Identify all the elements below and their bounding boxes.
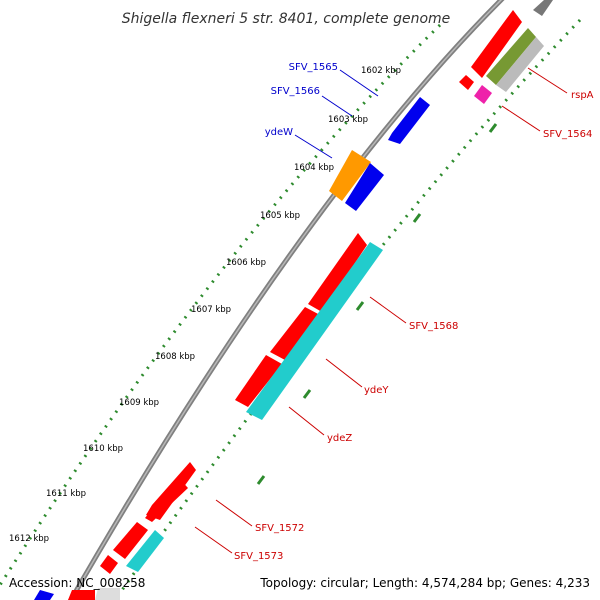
gene-label-ydez[interactable]: ydeZ	[327, 433, 352, 444]
tick-labels: 1602 kbp 1603 kbp 1604 kbp 1605 kbp 1606…	[9, 66, 401, 544]
genome-summary-text: Topology: circular; Length: 4,574,284 bp…	[259, 576, 590, 590]
gene-feature-blue[interactable]	[388, 97, 430, 144]
gene-feature-cyan[interactable]	[126, 530, 164, 572]
gene-feature-olive[interactable]	[486, 28, 536, 85]
gene-label-sfv-1565[interactable]: SFV_1565	[289, 62, 338, 73]
accession-text: Accession: NC_008258	[9, 576, 145, 590]
gene-feature-red[interactable]	[100, 555, 118, 574]
gene-feature-grey[interactable]	[95, 588, 120, 600]
tick-label: 1611 kbp	[46, 489, 86, 499]
inner-tick-marks	[256, 123, 498, 485]
genome-backbone-highlight	[70, 0, 503, 600]
tick-label: 1607 kbp	[191, 305, 231, 315]
gene-feature-grey[interactable]	[533, 0, 553, 16]
reverse-strand-features	[34, 28, 544, 600]
gene-feature-red[interactable]	[471, 10, 522, 78]
tick-label: 1608 kbp	[155, 352, 195, 362]
gene-feature-blue[interactable]	[345, 163, 384, 211]
tick-label: 1609 kbp	[119, 398, 159, 408]
gene-label-ydey[interactable]: ydeY	[364, 385, 389, 396]
gene-label-sfv-1566[interactable]: SFV_1566	[271, 86, 320, 97]
tick-label: 1602 kbp	[361, 66, 401, 76]
gene-label-sfv-1573[interactable]: SFV_1573	[234, 551, 283, 562]
gene-label-sfv-1568[interactable]: SFV_1568	[409, 321, 458, 332]
gene-label-ydew[interactable]: ydeW	[265, 127, 293, 138]
tick-label: 1612 kbp	[9, 534, 49, 544]
tick-label: 1603 kbp	[328, 115, 368, 125]
gene-feature-cyan[interactable]	[246, 242, 383, 420]
gene-labels: SFV_1565 SFV_1566 ydeW rspA SFV_1564 SFV…	[234, 62, 594, 562]
inner-tick-ring	[113, 18, 582, 600]
gene-label-rspa[interactable]: rspA	[571, 90, 594, 101]
gene-feature-red[interactable]	[145, 477, 188, 522]
gene-feature-pink[interactable]	[474, 85, 492, 104]
tick-label: 1606 kbp	[226, 258, 266, 268]
gene-feature-orange[interactable]	[329, 150, 371, 201]
gene-feature-red[interactable]	[68, 590, 95, 600]
gene-feature-blue[interactable]	[34, 590, 54, 600]
gene-feature-red[interactable]	[235, 355, 282, 407]
gene-label-sfv-1564[interactable]: SFV_1564	[543, 129, 592, 140]
gene-feature-red[interactable]	[270, 307, 320, 360]
gene-feature-red[interactable]	[459, 75, 474, 90]
gene-label-sfv-1572[interactable]: SFV_1572	[255, 523, 304, 534]
label-leaders	[194, 67, 568, 554]
tick-label: 1605 kbp	[260, 211, 300, 221]
gene-feature-grey[interactable]	[496, 37, 544, 92]
gene-feature-red[interactable]	[113, 522, 148, 559]
gene-feature-red[interactable]	[308, 233, 367, 312]
tick-label: 1604 kbp	[294, 163, 334, 173]
tick-label: 1610 kbp	[83, 444, 123, 454]
map-title: Shigella flexneri 5 str. 8401, complete …	[122, 11, 451, 27]
forward-strand-features	[100, 0, 553, 574]
